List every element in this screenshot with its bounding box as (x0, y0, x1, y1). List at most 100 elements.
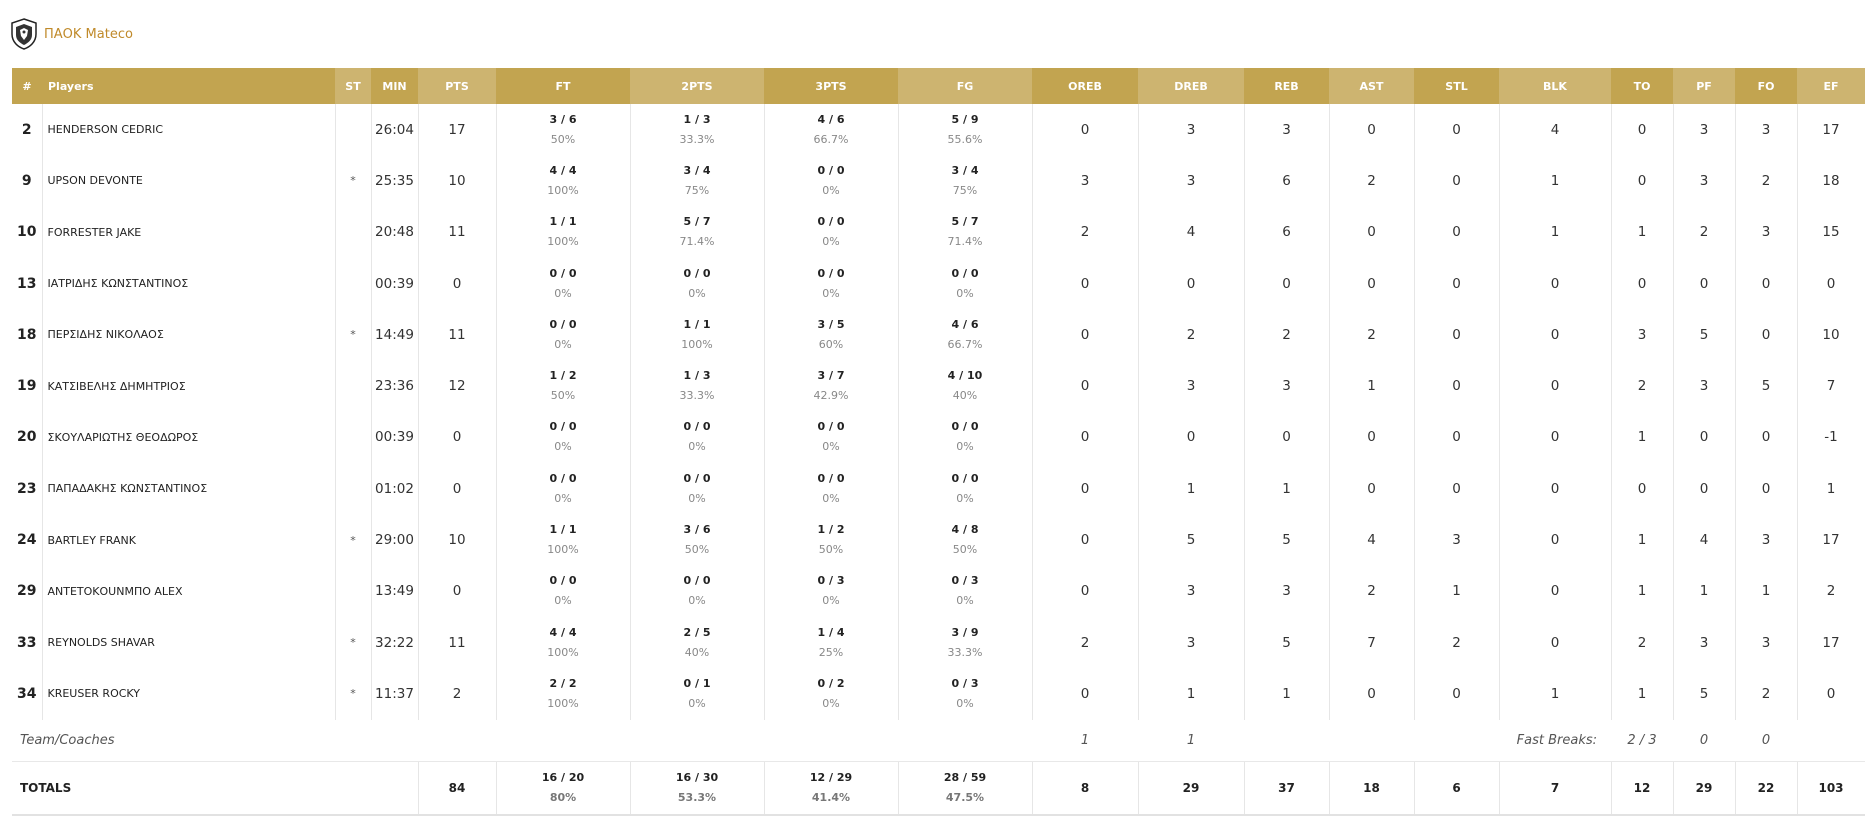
player-min: 14:49 (371, 309, 419, 361)
player-stl: 3 (1414, 514, 1500, 566)
player-dreb: 3 (1138, 104, 1245, 156)
player-ft: 3 / 6 50% (496, 104, 631, 156)
player-fo: 0 (1735, 257, 1798, 310)
player-number: 9 (12, 155, 43, 207)
player-2pts-made: 0 / 0 (683, 574, 711, 588)
header-reb[interactable]: REB (1244, 68, 1329, 104)
header-stl[interactable]: STL (1414, 68, 1499, 104)
team-name-link[interactable]: ΠΑΟΚ Mateco (44, 26, 133, 42)
header-2pts[interactable]: 2PTS (630, 68, 764, 104)
player-pf: 2 (1673, 206, 1736, 258)
player-name[interactable]: ΚΑΤΣΙΒΕΛΗΣ ΔΗΜΗΤΡΙΟΣ (42, 360, 336, 412)
player-3pts: 0 / 3 0% (764, 565, 899, 617)
totals-ft: 16 / 20 80% (496, 761, 631, 816)
player-ft: 2 / 2 100% (496, 668, 631, 720)
player-name[interactable]: ΙΑΤΡΙΔΗΣ ΚΩΝΣΤΑΝΤΙΝΟΣ (42, 257, 336, 310)
player-fg-pct: 0% (956, 594, 974, 608)
player-name[interactable]: REYNOLDS SHAVAR (42, 616, 336, 669)
player-2pts-pct: 33.3% (679, 389, 715, 403)
team-header: ΠΑΟΚ Mateco (0, 0, 1865, 68)
player-fg: 0 / 0 0% (898, 463, 1033, 515)
header-st[interactable]: ST (335, 68, 371, 104)
player-stl: 0 (1414, 463, 1500, 515)
player-blk: 1 (1499, 155, 1612, 207)
player-ft: 4 / 4 100% (496, 616, 631, 669)
header-oreb[interactable]: OREB (1032, 68, 1138, 104)
player-3pts: 0 / 2 0% (764, 668, 899, 720)
header-ft[interactable]: FT (496, 68, 630, 104)
header-dreb[interactable]: DREB (1138, 68, 1244, 104)
player-fg: 5 / 7 71.4% (898, 206, 1033, 258)
player-2pts-made: 0 / 0 (683, 471, 711, 485)
player-name[interactable]: ΠΕΡΣΙΔΗΣ ΝΙΚΟΛΑΟΣ (42, 309, 336, 361)
player-fg-pct: 75% (952, 183, 978, 197)
player-pts: 2 (418, 668, 497, 720)
player-fg-made: 3 / 4 (951, 163, 979, 177)
player-name[interactable]: HENDERSON CEDRIC (42, 104, 336, 156)
player-2pts: 3 / 4 75% (630, 155, 765, 207)
player-name[interactable]: ΠΑΠΑΔΑΚΗΣ ΚΩΝΣΤΑΝΤΙΝΟΣ (42, 463, 336, 515)
header-ast[interactable]: AST (1329, 68, 1414, 104)
player-to: 2 (1611, 616, 1674, 669)
header-pts[interactable]: PTS (418, 68, 496, 104)
player-2pts: 0 / 1 0% (630, 668, 765, 720)
header-fo[interactable]: FO (1735, 68, 1797, 104)
header-min[interactable]: MIN (371, 68, 418, 104)
player-dreb: 4 (1138, 206, 1245, 258)
player-3pts-pct: 66.7% (813, 132, 849, 146)
player-2pts-made: 3 / 4 (683, 163, 711, 177)
header-ef[interactable]: EF (1797, 68, 1865, 104)
player-name[interactable]: UPSON DEVONTE (42, 155, 336, 207)
player-name[interactable]: FORRESTER JAKE (42, 206, 336, 258)
team-to: 0 (1673, 719, 1735, 762)
player-2pts-pct: 75% (684, 183, 710, 197)
player-2pts: 0 / 0 0% (630, 565, 765, 617)
player-ef: 10 (1797, 309, 1865, 361)
player-pf: 3 (1673, 616, 1736, 669)
player-3pts-made: 0 / 0 (817, 215, 845, 229)
player-name[interactable]: ΣΚΟΥΛΑΡΙΩΤΗΣ ΘΕΟΔΩΡΟΣ (42, 411, 336, 464)
player-rows: 2 HENDERSON CEDRIC 26:04 17 3 / 6 50% 1 / 3 33.… (12, 104, 1865, 720)
player-stl: 1 (1414, 565, 1500, 617)
player-row: 9 UPSON DEVONTE * 25:35 10 4 / 4 100% 3 / 4 75% 0… (12, 155, 1865, 207)
totals-reb: 37 (1244, 761, 1330, 816)
player-to: 0 (1611, 155, 1674, 207)
player-fg-made: 4 / 6 (951, 317, 979, 331)
player-fg-made: 0 / 3 (951, 676, 979, 690)
player-to: 1 (1611, 411, 1674, 464)
player-ft-made: 3 / 6 (549, 112, 577, 126)
header-fg[interactable]: FG (898, 68, 1032, 104)
player-ft: 0 / 0 0% (496, 411, 631, 464)
starter-marker (335, 257, 372, 310)
player-pf: 3 (1673, 155, 1736, 207)
fast-breaks-value: 2 / 3 (1611, 719, 1673, 762)
player-row: 13 ΙΑΤΡΙΔΗΣ ΚΩΝΣΤΑΝΤΙΝΟΣ 00:39 0 0 / 0 0% 0 / … (12, 257, 1865, 310)
player-3pts: 0 / 0 0% (764, 206, 899, 258)
starter-marker: * (335, 155, 372, 207)
header-players[interactable]: Players (42, 68, 335, 104)
player-2pts-made: 1 / 3 (683, 369, 711, 383)
player-3pts: 0 / 0 0% (764, 257, 899, 310)
player-blk: 0 (1499, 257, 1612, 310)
player-name[interactable]: KREUSER ROCKY (42, 668, 336, 720)
header-blk[interactable]: BLK (1499, 68, 1611, 104)
header-3pts[interactable]: 3PTS (764, 68, 898, 104)
player-ast: 0 (1329, 463, 1415, 515)
player-min: 00:39 (371, 411, 419, 464)
player-oreb: 0 (1032, 257, 1139, 310)
player-name[interactable]: BARTLEY FRANK (42, 514, 336, 566)
player-3pts-made: 0 / 0 (817, 266, 845, 280)
header-to[interactable]: TO (1611, 68, 1673, 104)
player-oreb: 0 (1032, 565, 1139, 617)
player-pts: 11 (418, 309, 497, 361)
player-name[interactable]: ΑΝΤΕΤΟΚΟUΝΜΠΟ ALEX (42, 565, 336, 617)
header-pf[interactable]: PF (1673, 68, 1735, 104)
player-3pts-pct: 0% (822, 235, 840, 249)
player-ft-pct: 0% (554, 491, 572, 505)
player-oreb: 0 (1032, 514, 1139, 566)
player-stl: 0 (1414, 206, 1500, 258)
player-ast: 4 (1329, 514, 1415, 566)
player-number: 13 (12, 257, 43, 310)
header-number[interactable]: # (12, 68, 42, 104)
player-reb: 5 (1244, 616, 1330, 669)
